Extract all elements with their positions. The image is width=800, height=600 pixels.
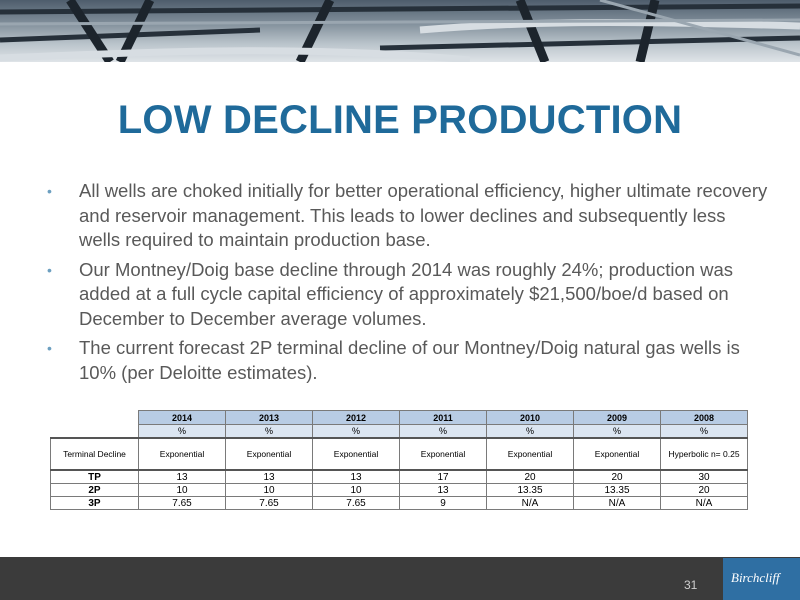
bullet-item: • The current forecast 2P terminal decli… (40, 336, 770, 385)
unit-cell: % (660, 424, 748, 439)
table-cell: 7.65 (225, 496, 313, 510)
corner-cell (51, 411, 139, 425)
company-logo: Birchcliff (723, 558, 800, 600)
bullet-list: • All wells are choked initially for bet… (40, 179, 770, 390)
table-row: 2P 10 10 10 13 13.35 13.35 20 (50, 483, 748, 497)
table-row: TP 13 13 13 17 20 20 30 (50, 469, 748, 484)
footer-bar (0, 557, 800, 600)
bullet-dot-icon: • (47, 183, 52, 199)
table-cell: N/A (573, 496, 661, 510)
table-cell: 7.65 (138, 496, 226, 510)
row-label: 3P (50, 496, 139, 510)
table-cell: 10 (138, 483, 226, 497)
unit-cell: % (225, 424, 313, 439)
table-cell: 10 (225, 483, 313, 497)
table-cell: Exponential (486, 437, 574, 471)
slide-title: LOW DECLINE PRODUCTION (117, 98, 683, 142)
bullet-dot-icon: • (47, 261, 52, 278)
corner-cell (51, 425, 139, 439)
table-cell: 13.35 (573, 483, 661, 497)
row-label: TP (50, 469, 139, 484)
pipes-illustration (0, 0, 800, 62)
table-cell: 30 (660, 469, 748, 484)
table-cell: Hyperbolic n= 0.25 (660, 437, 748, 471)
header-banner-image (0, 0, 800, 62)
table-cell: 17 (399, 469, 487, 484)
table-cell: N/A (486, 496, 574, 510)
table-cell: 20 (660, 483, 748, 497)
table-cell: Exponential (312, 437, 400, 471)
year-header-cell: 2008 (660, 410, 748, 425)
year-header-cell: 2009 (573, 410, 661, 425)
table-cell: Exponential (138, 437, 226, 471)
row-label: 2P (50, 483, 139, 497)
row-label: Terminal Decline (50, 437, 139, 471)
table-cell: 7.65 (312, 496, 400, 510)
table-cell: 20 (573, 469, 661, 484)
table-cell: 13 (225, 469, 313, 484)
table-cell: 13 (399, 483, 487, 497)
unit-cell: % (312, 424, 400, 439)
terminal-decline-row: Terminal Decline Exponential Exponential… (50, 437, 748, 471)
unit-cell: % (138, 424, 226, 439)
bullet-text: All wells are choked initially for bette… (79, 180, 768, 250)
table-cell: 13.35 (486, 483, 574, 497)
bullet-text: Our Montney/Doig base decline through 20… (79, 258, 734, 329)
unit-cell: % (573, 424, 661, 439)
year-header-cell: 2013 (225, 410, 313, 425)
table-cell: N/A (660, 496, 748, 510)
year-header-cell: 2012 (312, 410, 400, 425)
unit-row: % % % % % % % (51, 424, 748, 439)
table-cell: Exponential (399, 437, 487, 471)
bullet-item: • All wells are choked initially for bet… (40, 179, 770, 253)
table-cell: 20 (486, 469, 574, 484)
bullet-text: The current forecast 2P terminal decline… (79, 337, 740, 383)
year-header-row: 2014 2013 2012 2011 2010 2009 2008 (51, 410, 748, 425)
decline-table: 2014 2013 2012 2011 2010 2009 2008 % % %… (50, 410, 748, 510)
year-header-cell: 2014 (138, 410, 226, 425)
table-cell: 13 (312, 469, 400, 484)
unit-cell: % (399, 424, 487, 439)
year-header-cell: 2010 (486, 410, 574, 425)
table-cell: Exponential (225, 437, 313, 471)
table-cell: Exponential (573, 437, 661, 471)
year-header-cell: 2011 (399, 410, 487, 425)
bullet-item: • Our Montney/Doig base decline through … (40, 258, 770, 332)
table-cell: 10 (312, 483, 400, 497)
bullet-dot-icon: • (47, 340, 52, 356)
table-cell: 9 (399, 496, 487, 510)
table-cell: 13 (138, 469, 226, 484)
unit-cell: % (486, 424, 574, 439)
logo-wordmark: Birchcliff (731, 570, 780, 585)
page-number: 31 (684, 578, 698, 592)
table-row: 3P 7.65 7.65 7.65 9 N/A N/A N/A (50, 496, 748, 510)
